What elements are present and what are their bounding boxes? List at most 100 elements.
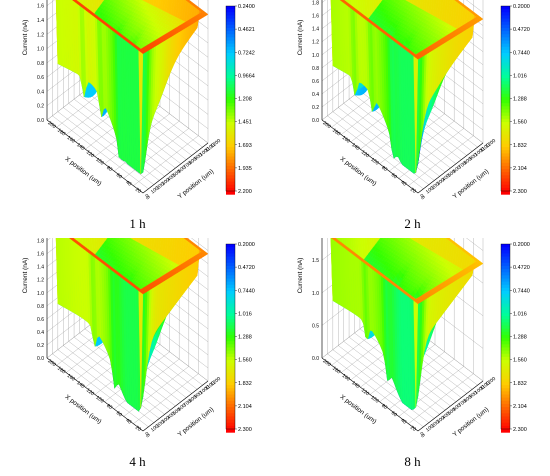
z-tick-label: 0.6 [312,79,319,85]
colorbar-tick-label: 1.832 [238,381,252,387]
y-tick-label: 700 [457,160,467,170]
x-tick-label: 60 [115,172,123,180]
z-tick-label: 0.8 [312,66,319,72]
x-tick-label: 80 [105,403,113,411]
x-tick-label: 40 [124,180,132,188]
colorbar-tick-label: 2.104 [513,404,527,410]
axis-lines [46,0,209,194]
z-tick-label: 0.2 [37,104,44,110]
colorbar: 0.2400 0.4621 0.7242 0.9664 1.208 1.451 1.693 1… [225,4,255,195]
y-tick-label: 800 [188,394,198,404]
y-tick-label: 1100 [479,142,491,153]
z-tick-label: 0.8 [37,304,44,310]
x-tick-label: 100 [94,157,104,167]
x-tick-label: 120 [85,149,95,159]
colorbar-tick-label: 1.693 [238,143,252,149]
colorbar-tick-label: 2.104 [238,404,252,410]
colorbar-tick-label: 0.4720 [513,27,530,33]
x-tick-label: 40 [399,180,407,188]
colorbar-tick-label: 2.104 [513,166,527,172]
surface-chart: 0204060801001201401601802000100200300400… [297,0,530,202]
y-tick-label: 800 [463,394,473,404]
axis-lines [321,238,484,432]
colorbar-tick-label: 0.7440 [513,288,530,294]
y-tick-label: 700 [457,398,467,408]
y-tick-label: 0 [145,193,151,200]
x-tick-label: 60 [390,410,398,418]
z-axis-label: Current (nA) [297,258,304,294]
panel-4h: 0 20 40 60 80 100 120 140 160 180 200 0 100 200 300 400… [0,238,275,476]
z-tick-label: 1.8 [37,239,44,245]
colorbar-tick-label: 1.208 [238,97,252,103]
colorbar-tick-label: 0.2400 [238,4,255,10]
z-tick-label: 1.8 [312,1,319,7]
y-tick-label: 900 [193,152,203,162]
x-tick-label: 0 [145,195,151,202]
surface-mesh [55,238,209,412]
colorbar-tick-label: 1.016 [238,311,252,317]
colorbar-tick-label: 1.560 [513,358,527,364]
y-tick-label: 100 [150,185,160,195]
colorbar-tick-label: 2.200 [238,189,252,195]
x-tick-label: 160 [341,135,351,145]
z-tick-label: 0.0 [37,118,44,124]
z-tick-label: 1.4 [37,265,44,271]
surface-chart: 0204060801001201401601802000100200300400… [297,238,530,440]
z-tick-label: 1.2 [37,278,44,284]
z-axis-label: Current (nA) [297,20,304,56]
y-tick-label: 600 [452,403,462,413]
panel-caption: 8 h [404,454,421,469]
x-tick-label: 80 [380,165,388,173]
z-tick-label: 1.4 [37,18,44,24]
x-tick-label: 160 [341,373,351,383]
z-tick-label: 1.0 [37,47,44,53]
colorbar-tick-label: 0.7440 [513,50,530,56]
x-tick-label: 20 [409,425,417,433]
z-tick-label: 1.0 [37,291,44,297]
x-tick-label: 100 [369,395,379,405]
y-tick-label: 400 [441,173,451,183]
z-tick-label: 1.4 [312,27,319,33]
y-tick-label: 600 [452,165,462,175]
surface-chart: 0204060801001201401601802000100200300400… [22,0,255,202]
y-tick-label: 200 [155,419,165,429]
z-tick-label: 0.5 [312,323,319,329]
colorbar-tick-label: 2.300 [238,427,252,433]
colorbar-tick-label: 1.560 [513,120,527,126]
z-tick-label: 0.2 [312,105,319,111]
x-tick-label: 200 [46,358,56,368]
y-tick-label: 1200 [210,138,223,150]
x-tick-label: 120 [85,387,95,397]
x-tick-label: 180 [331,128,341,138]
colorbar-tick-label: 1.288 [238,335,252,341]
colorbar-tick-label: 0.4720 [513,265,530,271]
x-tick-label: 140 [75,142,85,152]
y-tick-label: 400 [441,411,451,421]
y-tick-label: 600 [177,165,187,175]
y-tick-label: 0 [145,431,151,438]
z-tick-label: 1.6 [37,252,44,258]
x-tick-label: 40 [124,418,132,426]
x-tick-label: 20 [134,425,142,433]
z-tick-label: 0.0 [312,356,319,362]
y-tick-label: 400 [166,173,176,183]
z-axis-label: Current (nA) [22,258,29,294]
y-tick-label: 1000 [199,146,212,158]
y-tick-label: 400 [166,411,176,421]
z-tick-label: 0.4 [312,92,319,98]
axis-lines [321,0,484,194]
x-tick-label: 140 [350,380,360,390]
colorbar-tick-label: 0.2000 [513,4,530,10]
y-tick-label: 500 [447,169,457,179]
y-tick-label: 0 [420,431,426,438]
colorbar-tick-label: 0.7242 [238,50,255,56]
x-tick-label: 180 [56,366,66,376]
panel-caption: 2 h [404,216,421,231]
y-tick-label: 1200 [210,376,223,388]
x-tick-label: 20 [134,187,142,195]
y-tick-label: 600 [177,403,187,413]
x-tick-label: 80 [380,403,388,411]
colorbar-tick-label: 2.300 [513,189,527,195]
colorbar-tick-label: 0.9664 [238,73,255,79]
colorbar-tick-label: 2.300 [513,427,527,433]
